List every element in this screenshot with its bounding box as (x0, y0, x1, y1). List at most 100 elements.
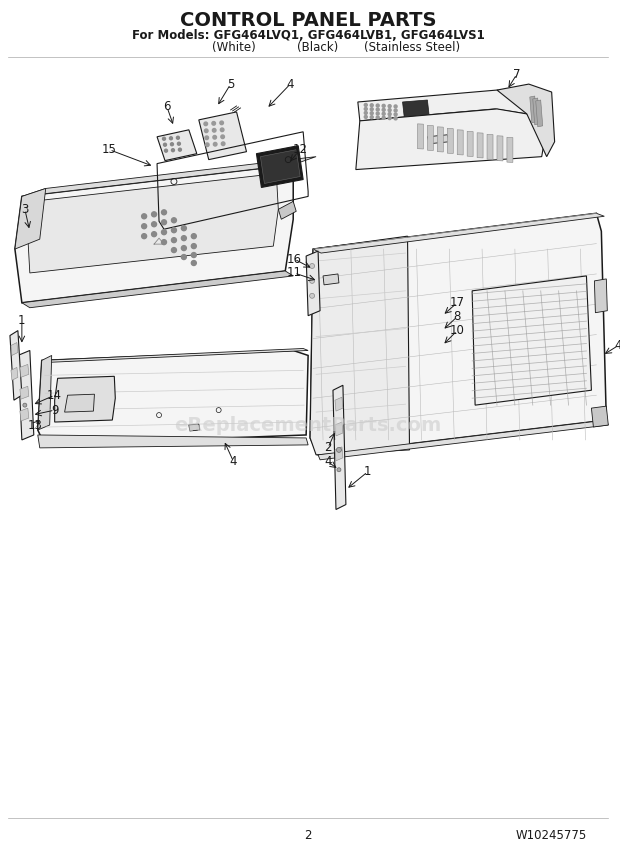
Circle shape (162, 229, 167, 235)
Circle shape (213, 128, 216, 132)
Polygon shape (11, 367, 18, 380)
Circle shape (365, 108, 367, 110)
Polygon shape (20, 408, 29, 421)
Polygon shape (199, 112, 247, 159)
Circle shape (394, 105, 397, 108)
Text: 16: 16 (286, 253, 302, 265)
Polygon shape (42, 348, 308, 362)
Polygon shape (64, 395, 94, 412)
Circle shape (337, 448, 342, 452)
Text: 7: 7 (513, 68, 521, 80)
Circle shape (205, 143, 209, 146)
Circle shape (388, 104, 391, 108)
Polygon shape (335, 447, 343, 461)
Circle shape (205, 136, 208, 140)
Polygon shape (487, 134, 493, 159)
Polygon shape (417, 124, 423, 149)
Circle shape (370, 116, 373, 119)
Circle shape (205, 129, 208, 133)
Circle shape (192, 244, 197, 248)
Circle shape (182, 226, 187, 231)
Circle shape (179, 148, 182, 152)
Circle shape (365, 104, 367, 106)
Circle shape (172, 247, 177, 253)
Circle shape (170, 143, 174, 146)
Polygon shape (356, 109, 547, 169)
Circle shape (382, 116, 385, 119)
Circle shape (370, 104, 373, 107)
Text: eReplacementParts.com: eReplacementParts.com (174, 415, 442, 435)
Circle shape (164, 149, 167, 152)
Text: 17: 17 (450, 296, 465, 309)
Circle shape (213, 135, 216, 139)
Polygon shape (335, 422, 343, 436)
Circle shape (182, 246, 187, 251)
Polygon shape (20, 365, 29, 377)
Circle shape (365, 111, 367, 115)
Circle shape (164, 143, 167, 146)
Circle shape (376, 104, 379, 107)
Polygon shape (497, 136, 503, 161)
Circle shape (192, 253, 197, 258)
Circle shape (376, 108, 379, 111)
Circle shape (220, 121, 223, 125)
Circle shape (169, 137, 172, 140)
Circle shape (204, 122, 208, 126)
Polygon shape (437, 127, 443, 152)
Polygon shape (536, 100, 542, 127)
Circle shape (388, 109, 391, 111)
Text: For Models: GFG464LVQ1, GFG464LVB1, GFG464LVS1: For Models: GFG464LVQ1, GFG464LVB1, GFG4… (132, 29, 484, 42)
Circle shape (382, 104, 385, 107)
Polygon shape (38, 355, 51, 430)
Text: 13: 13 (27, 419, 42, 431)
Circle shape (182, 235, 187, 241)
Circle shape (141, 234, 146, 239)
Polygon shape (467, 131, 473, 157)
Circle shape (177, 136, 179, 140)
Text: 2: 2 (304, 829, 312, 842)
Polygon shape (529, 96, 537, 123)
Polygon shape (497, 84, 555, 157)
Circle shape (162, 220, 167, 225)
Polygon shape (38, 435, 308, 448)
Text: 2: 2 (324, 442, 332, 455)
Polygon shape (157, 130, 197, 161)
Circle shape (394, 117, 397, 120)
Text: 3: 3 (21, 203, 29, 216)
Text: 5: 5 (227, 78, 234, 91)
Circle shape (177, 142, 180, 146)
Circle shape (376, 112, 379, 115)
Polygon shape (323, 274, 339, 285)
Circle shape (151, 222, 156, 227)
Circle shape (394, 109, 397, 112)
Circle shape (221, 142, 225, 146)
Polygon shape (310, 213, 606, 455)
Text: 10: 10 (450, 324, 464, 337)
Circle shape (23, 403, 27, 407)
Text: (Stainless Steel): (Stainless Steel) (365, 41, 461, 54)
Text: 4: 4 (324, 455, 332, 468)
Circle shape (151, 232, 156, 236)
Polygon shape (306, 251, 320, 316)
Circle shape (213, 142, 217, 146)
Polygon shape (457, 130, 463, 155)
Text: (Black): (Black) (298, 41, 339, 54)
Circle shape (370, 108, 373, 110)
Polygon shape (278, 201, 296, 219)
Polygon shape (358, 90, 529, 121)
Text: 15: 15 (102, 143, 117, 156)
Circle shape (151, 211, 156, 217)
Polygon shape (447, 128, 453, 153)
Circle shape (212, 122, 216, 125)
Polygon shape (28, 174, 278, 273)
Circle shape (337, 467, 341, 472)
Polygon shape (533, 98, 540, 125)
Circle shape (162, 210, 167, 215)
Circle shape (172, 238, 177, 242)
Circle shape (309, 278, 314, 283)
Polygon shape (507, 137, 513, 163)
Circle shape (141, 223, 146, 229)
Polygon shape (22, 157, 316, 196)
Text: CONTROL PANEL PARTS: CONTROL PANEL PARTS (180, 11, 436, 30)
Text: 14: 14 (47, 389, 62, 401)
